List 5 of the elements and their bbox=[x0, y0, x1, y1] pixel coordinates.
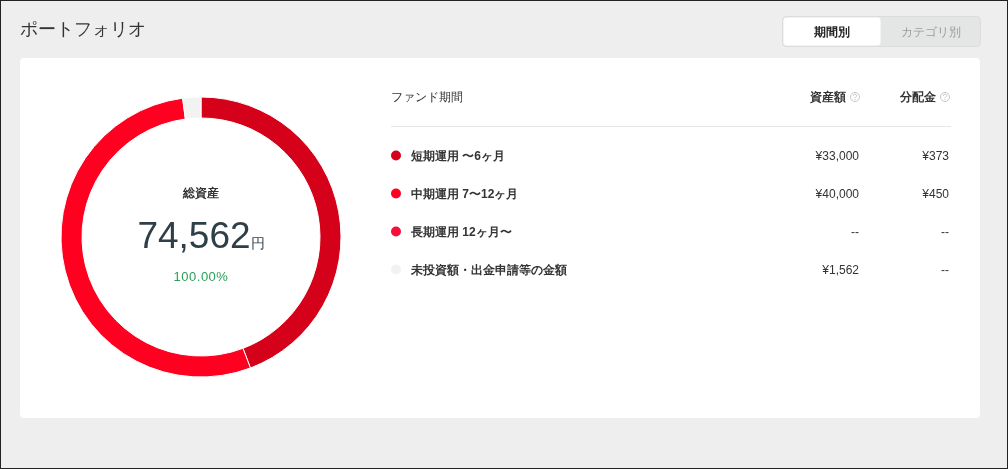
center-total: 74,562円 bbox=[137, 215, 265, 256]
center-share: 100.00% bbox=[173, 269, 229, 284]
legend-title: ファンド期間 bbox=[391, 90, 463, 104]
center-label: 総資産 bbox=[183, 186, 219, 200]
title: ポートフォリオ bbox=[20, 19, 146, 39]
